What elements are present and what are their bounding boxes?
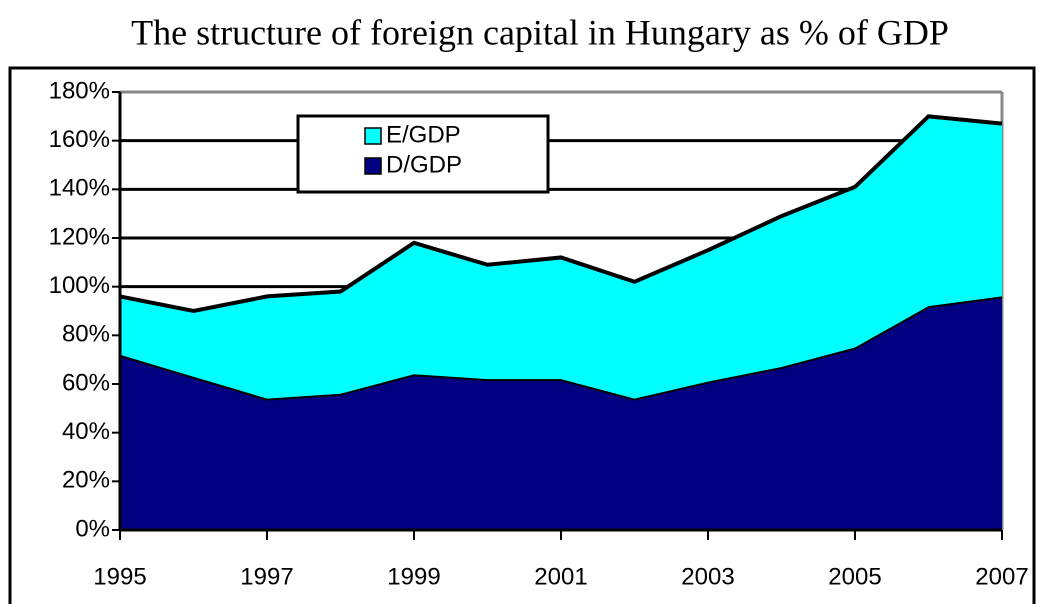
- y-tick-label: 140%: [49, 175, 110, 202]
- y-tick-label: 120%: [49, 223, 110, 250]
- chart-title: The structure of foreign capital in Hung…: [131, 12, 949, 52]
- x-tick-label: 2005: [828, 563, 881, 590]
- y-tick-label: 0%: [75, 515, 110, 542]
- y-tick-label: 80%: [62, 321, 110, 348]
- y-tick-label: 40%: [62, 418, 110, 445]
- y-tick-label: 180%: [49, 77, 110, 104]
- x-tick-label: 1995: [93, 563, 146, 590]
- y-tick-label: 20%: [62, 467, 110, 494]
- legend-swatch: [364, 127, 382, 145]
- legend-label: D/GDP: [386, 151, 462, 178]
- legend-box: [296, 114, 550, 194]
- x-tick-label: 2001: [534, 563, 587, 590]
- y-tick-label: 100%: [49, 272, 110, 299]
- x-tick-label: 1997: [240, 563, 293, 590]
- x-tick-label: 1999: [387, 563, 440, 590]
- legend-swatch: [364, 157, 382, 175]
- legend-label: E/GDP: [386, 121, 461, 148]
- x-tick-label: 2007: [975, 563, 1028, 590]
- y-tick-label: 60%: [62, 369, 110, 396]
- area-edge: [119, 114, 1003, 314]
- area: [120, 296, 1002, 530]
- y-tick-label: 160%: [49, 126, 110, 153]
- x-tick-label: 2003: [681, 563, 734, 590]
